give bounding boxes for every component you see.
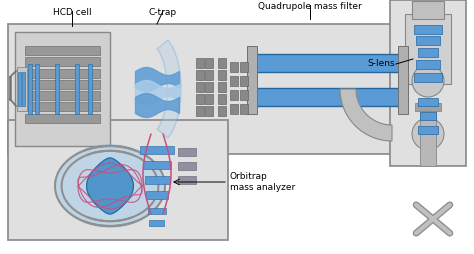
Bar <box>390 0 466 166</box>
Bar <box>255 88 400 106</box>
Bar <box>88 64 92 114</box>
Text: S-lens: S-lens <box>367 59 395 69</box>
Bar <box>196 58 204 68</box>
Bar <box>25 102 100 111</box>
Bar <box>414 25 442 34</box>
Bar <box>218 82 226 92</box>
Bar <box>205 82 213 92</box>
Bar <box>178 176 196 184</box>
Bar <box>196 94 204 104</box>
Bar <box>240 62 248 72</box>
Bar <box>8 120 228 240</box>
Bar <box>414 73 442 82</box>
Bar <box>230 90 238 100</box>
Bar <box>145 176 170 184</box>
Bar <box>25 57 100 66</box>
Bar <box>22 72 25 106</box>
Bar <box>230 104 238 114</box>
Bar <box>8 24 408 154</box>
Bar <box>25 114 100 123</box>
Bar <box>412 1 444 19</box>
Circle shape <box>412 118 444 150</box>
Bar <box>35 64 39 114</box>
Bar <box>218 70 226 80</box>
Text: Quadrupole mass filter: Quadrupole mass filter <box>258 2 362 11</box>
Bar <box>240 76 248 86</box>
Bar <box>25 91 100 100</box>
Bar <box>178 162 196 170</box>
Bar <box>405 14 451 84</box>
Bar <box>218 106 226 116</box>
Bar <box>230 62 238 72</box>
Bar <box>148 208 166 214</box>
Bar <box>420 111 436 166</box>
Bar <box>218 58 226 68</box>
Bar <box>218 94 226 104</box>
Bar <box>28 64 32 114</box>
Bar <box>55 64 59 114</box>
Bar <box>143 161 171 169</box>
Bar <box>247 46 257 114</box>
Bar <box>75 64 79 114</box>
Bar <box>398 46 408 114</box>
Bar <box>205 70 213 80</box>
Bar <box>418 126 438 134</box>
Bar <box>420 112 436 120</box>
Bar <box>240 90 248 100</box>
Text: Orbitrap
mass analyzer: Orbitrap mass analyzer <box>230 172 295 192</box>
Bar <box>25 46 100 55</box>
Bar <box>205 94 213 104</box>
Bar <box>418 48 438 57</box>
Bar <box>240 104 248 114</box>
Bar <box>146 191 168 199</box>
Bar <box>255 54 400 72</box>
Polygon shape <box>87 158 133 214</box>
Bar <box>418 98 438 106</box>
Bar <box>140 146 174 154</box>
Bar <box>196 82 204 92</box>
Bar <box>15 32 110 146</box>
Text: HCD cell: HCD cell <box>53 8 91 17</box>
Bar <box>415 103 441 111</box>
Bar <box>178 148 196 156</box>
Polygon shape <box>157 40 181 138</box>
Ellipse shape <box>55 145 165 227</box>
Bar <box>416 36 440 45</box>
Bar <box>18 72 21 106</box>
Bar <box>205 58 213 68</box>
Circle shape <box>412 65 444 97</box>
Bar <box>25 69 100 78</box>
Bar <box>25 80 100 89</box>
Bar <box>205 106 213 116</box>
Bar <box>196 70 204 80</box>
Text: C-trap: C-trap <box>149 8 177 17</box>
Bar <box>196 106 204 116</box>
Bar <box>416 60 440 69</box>
Bar <box>17 67 27 111</box>
Bar <box>230 76 238 86</box>
Polygon shape <box>340 89 392 141</box>
Bar <box>149 220 164 226</box>
